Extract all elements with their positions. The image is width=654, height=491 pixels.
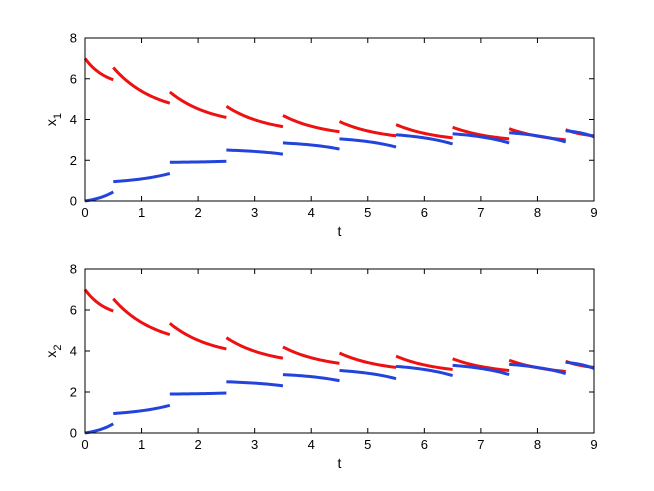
blue-series-segment — [452, 363, 510, 377]
red-series-segment — [112, 66, 171, 105]
x-tick-label: 2 — [194, 205, 201, 220]
blue-series-segment — [226, 148, 284, 156]
blue-series-segment — [113, 403, 171, 416]
x-tick-label: 8 — [534, 437, 541, 452]
y-tick-label: 2 — [70, 385, 77, 400]
blue-series-segment — [84, 190, 115, 203]
x-axis-label: t — [338, 455, 342, 471]
plot-x2: 0 1 2 3 4 5 6 7 8 9 0 2 4 6 8 t x2 — [43, 262, 598, 472]
blue-series-segment — [339, 368, 397, 381]
blue-series-segment — [282, 373, 340, 383]
blue-series-segment — [509, 131, 567, 144]
red-series-segment — [225, 336, 284, 360]
red-series-segment — [282, 345, 340, 365]
red-series-segment — [168, 90, 227, 119]
x-tick-label: 5 — [364, 205, 371, 220]
x-tick-label: 3 — [251, 437, 258, 452]
x-tick-label: 0 — [81, 205, 88, 220]
x-tick-label: 4 — [308, 437, 315, 452]
blue-series-segment — [169, 159, 227, 164]
x-tick-label: 0 — [81, 437, 88, 452]
red-series-segment — [338, 351, 397, 369]
y-axis-label: x2 — [43, 344, 64, 357]
blue-series-segment — [84, 422, 115, 435]
blue-series-segment — [452, 132, 510, 145]
red-series-segment — [168, 322, 227, 351]
red-series-segment — [452, 357, 510, 372]
x-tick-label: 8 — [534, 205, 541, 220]
x-axis-label: t — [338, 223, 342, 239]
y-tick-label: 8 — [70, 262, 77, 277]
y-tick-label: 4 — [70, 112, 77, 127]
plot-x1: 0 1 2 3 4 5 6 7 8 9 0 2 4 6 8 t x1 — [43, 31, 598, 240]
blue-series-segment — [395, 133, 454, 146]
red-series-segment — [282, 114, 340, 134]
x-tick-label: 9 — [590, 205, 597, 220]
x-tick-label: 2 — [194, 437, 201, 452]
x-tick-label: 6 — [421, 205, 428, 220]
blue-series-segment — [226, 380, 284, 388]
blue-series-segment — [169, 391, 227, 396]
blue-series-segment — [339, 137, 397, 149]
red-series-segment — [395, 123, 453, 140]
x-tick-label: 5 — [364, 437, 371, 452]
red-series-segment — [112, 297, 171, 337]
red-series-segment — [395, 354, 453, 371]
blue-series-segment — [565, 129, 595, 139]
x-tick-label: 7 — [477, 205, 484, 220]
x-tick-label: 6 — [421, 437, 428, 452]
x-tick-label: 4 — [308, 205, 315, 220]
x-tick-label: 1 — [138, 205, 145, 220]
red-series-segment — [452, 125, 510, 141]
y-tick-label: 6 — [70, 303, 77, 318]
x-tick-label: 7 — [477, 437, 484, 452]
blue-series-segment — [282, 141, 340, 151]
blue-series-segment — [113, 172, 171, 184]
red-series-segment — [83, 57, 114, 82]
x-tick-label: 9 — [590, 437, 597, 452]
blue-series-segment — [565, 360, 595, 370]
y-tick-label: 2 — [70, 153, 77, 168]
red-series-segment — [338, 120, 397, 138]
y-tick-label: 8 — [70, 31, 77, 46]
y-tick-label: 6 — [70, 71, 77, 86]
x-tick-label: 1 — [138, 437, 145, 452]
blue-series-segment — [509, 362, 567, 375]
y-axis-label: x1 — [43, 113, 64, 126]
blue-series-segment — [395, 364, 454, 378]
y-tick-label: 0 — [70, 194, 77, 209]
y-tick-label: 4 — [70, 344, 77, 359]
y-tick-label: 0 — [70, 426, 77, 441]
red-series-segment — [225, 104, 284, 129]
red-series-segment — [83, 288, 114, 313]
x-tick-label: 3 — [251, 205, 258, 220]
